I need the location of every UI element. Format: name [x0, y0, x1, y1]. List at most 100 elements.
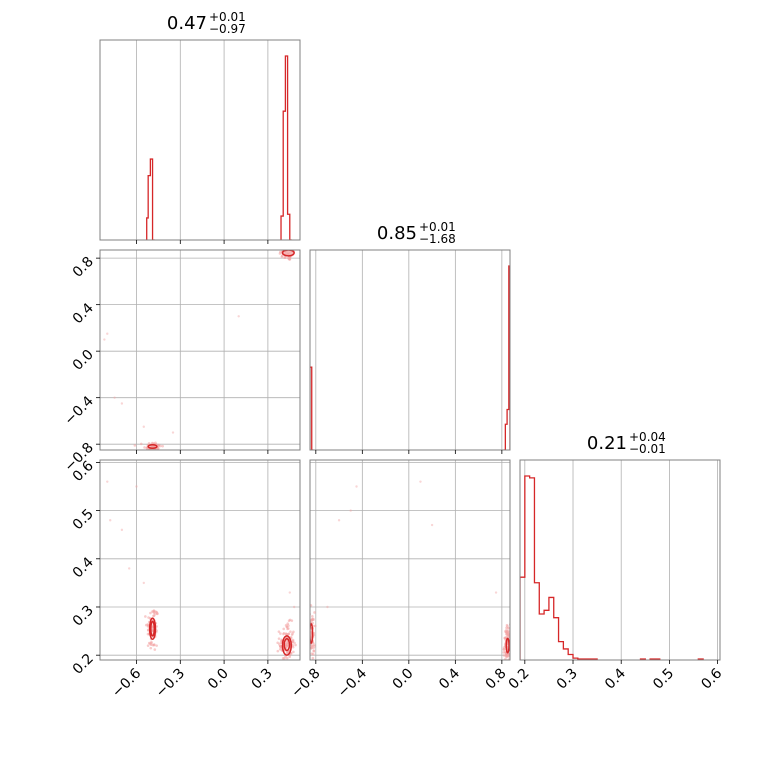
scatter-point — [285, 656, 289, 660]
title-plus: +0.04 — [629, 430, 666, 444]
scatter-point — [151, 610, 154, 613]
title-value: 0.47 — [167, 13, 207, 34]
panel-r2-c0 — [96, 459, 301, 681]
scatter-point — [306, 640, 309, 643]
panel-content — [106, 480, 297, 681]
scatter-point — [294, 643, 297, 647]
scatter-point — [151, 445, 155, 448]
x-tick-label: 0.5 — [650, 666, 677, 693]
scatter-point — [307, 644, 310, 647]
panel-frame — [309, 249, 511, 451]
scatter-point — [142, 581, 145, 585]
title-value: 0.85 — [377, 223, 417, 244]
x-tick-label: 0.8 — [483, 666, 510, 693]
contour — [310, 623, 314, 644]
title-value: 0.21 — [587, 433, 627, 454]
panel-content — [310, 265, 510, 450]
histogram-1 — [310, 265, 510, 450]
scatter-point — [278, 252, 282, 255]
scatter-point — [311, 618, 314, 622]
scatter-point — [291, 639, 295, 643]
scatter-point — [290, 619, 294, 622]
scatter-point — [286, 246, 289, 249]
y-tick-label: 0.2 — [70, 651, 97, 678]
scatter-point — [135, 485, 138, 488]
scatter-point — [313, 611, 316, 614]
panel-title-0: 0.47 +0.01−0.97 — [167, 10, 246, 36]
scatter-point — [285, 250, 288, 254]
title-minus: −0.01 — [629, 442, 666, 456]
scatter-point — [279, 632, 282, 635]
y-tick-label: 0.0 — [70, 347, 97, 374]
scatter-point — [149, 611, 152, 615]
y-tick-label: 0.4 — [70, 300, 97, 327]
scatter-point — [504, 657, 507, 660]
scatter-point — [307, 638, 310, 641]
scatter-point — [307, 617, 310, 620]
scatter-point — [307, 614, 310, 617]
scatter-point — [287, 257, 291, 261]
scatter-point — [506, 625, 509, 628]
scatter-point — [150, 441, 154, 445]
scatter-point — [355, 485, 358, 488]
scatter-point — [285, 646, 288, 650]
x-tick-label: 0.4 — [602, 665, 629, 692]
panel-content — [306, 480, 513, 664]
scatter-point — [280, 254, 284, 258]
scatter-point — [277, 637, 281, 640]
scatter-point — [127, 567, 131, 570]
scatter-point — [507, 652, 510, 656]
scatter-point — [276, 649, 280, 653]
scatter-point — [103, 338, 106, 341]
scatter-point — [282, 632, 285, 636]
contour — [505, 637, 510, 654]
scatter-point — [152, 614, 155, 618]
panel-title-2: 0.21 +0.04−0.01 — [587, 430, 666, 456]
x-tick-label: 0.0 — [205, 666, 232, 693]
scatter-point — [146, 628, 150, 632]
scatter-point — [293, 641, 296, 645]
scatter-point — [283, 661, 286, 664]
x-tick-label: 0.6 — [698, 665, 725, 692]
x-tick-label: 0.3 — [554, 666, 581, 693]
y-tick-label: 0.5 — [70, 506, 97, 533]
scatter-point — [510, 625, 513, 628]
scatter-point — [109, 519, 112, 522]
scatter-point — [120, 528, 124, 532]
contour — [148, 617, 157, 641]
contour — [150, 620, 156, 637]
scatter-point — [292, 605, 296, 609]
scatter-point — [313, 624, 317, 628]
scatter-point — [151, 643, 155, 647]
scatter-point — [294, 247, 297, 250]
scatter-point — [506, 661, 509, 664]
scatter-point — [155, 612, 159, 616]
scatter-point — [153, 648, 157, 651]
scatter-point — [113, 396, 116, 399]
scatter-point — [312, 649, 316, 652]
panel-content — [520, 475, 704, 660]
scatter-point — [161, 444, 164, 448]
scatter-point — [307, 656, 310, 659]
scatter-point — [311, 614, 314, 618]
panel-content — [103, 246, 300, 450]
scatter-point — [307, 627, 310, 630]
scatter-point — [142, 425, 145, 428]
scatter-point — [337, 519, 341, 522]
scatter-point — [430, 523, 434, 527]
title-plus: +0.01 — [209, 10, 246, 24]
x-tick-label: −0.3 — [153, 666, 188, 701]
scatter-point — [313, 645, 316, 648]
scatter-point — [147, 678, 150, 681]
scatter-point — [149, 646, 153, 650]
x-tick-label: −0.8 — [288, 666, 323, 701]
scatter-point — [278, 644, 282, 648]
contour — [281, 250, 295, 257]
scatter-point — [171, 431, 175, 434]
scatter-point — [144, 615, 147, 618]
title-minus: −1.68 — [419, 232, 456, 246]
scatter-point — [419, 480, 422, 483]
scatter-point — [237, 315, 240, 318]
scatter-point — [311, 653, 315, 656]
